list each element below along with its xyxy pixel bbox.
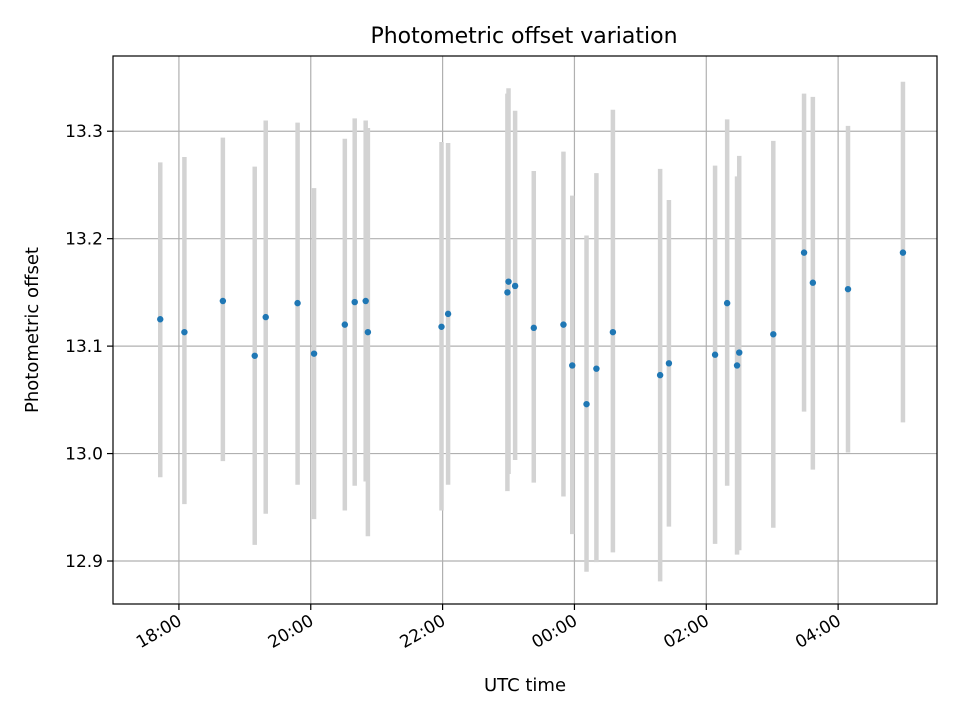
data-point (444, 310, 452, 318)
data-point (251, 352, 258, 359)
data-points (157, 249, 907, 408)
y-axis-ticks: 12.9 13.0 13.1 13.2 13.3 (65, 122, 113, 572)
data-point (736, 349, 743, 356)
y-tick-label: 13.1 (65, 337, 103, 357)
data-point (310, 350, 318, 357)
x-tick-label: 02:00 (660, 611, 712, 653)
data-point (711, 351, 719, 358)
x-tick-label: 20:00 (265, 611, 317, 653)
x-axis-ticks: 18:00 20:00 22:00 00:00 02:00 04:00 (133, 604, 845, 653)
chart-title: Photometric offset variation (370, 24, 677, 49)
y-axis-label: Photometric offset (22, 247, 43, 413)
y-tick-label: 13.2 (65, 230, 103, 250)
data-point (219, 297, 227, 305)
data-point (809, 279, 817, 286)
plot-frame (112, 55, 938, 605)
x-tick-label: 00:00 (529, 611, 581, 653)
y-tick-label: 12.9 (65, 552, 103, 572)
data-point (844, 285, 852, 293)
data-point (569, 362, 576, 369)
data-point (800, 249, 808, 256)
data-point (262, 313, 269, 321)
data-point (665, 360, 673, 367)
data-point (530, 324, 537, 332)
x-tick-label: 22:00 (397, 611, 449, 653)
x-axis-label: UTC time (484, 675, 566, 696)
data-point (364, 328, 372, 336)
data-point (341, 321, 349, 328)
data-point (294, 299, 301, 307)
y-tick-label: 13.0 (65, 445, 103, 465)
data-point (583, 400, 590, 408)
data-point (656, 371, 664, 379)
data-point (733, 362, 741, 369)
data-point (362, 297, 369, 305)
data-point (770, 331, 777, 338)
data-point (504, 289, 511, 296)
data-point (181, 328, 188, 336)
data-point (899, 249, 907, 256)
data-point (560, 321, 567, 328)
error-bars (157, 81, 906, 582)
data-point (723, 299, 731, 307)
data-point (157, 316, 164, 323)
data-point (438, 323, 445, 330)
data-point (609, 328, 617, 336)
data-point (511, 282, 519, 290)
data-point (505, 278, 512, 285)
data-point (593, 365, 600, 372)
x-tick-label: 18:00 (133, 611, 185, 653)
data-point (351, 298, 358, 306)
y-tick-label: 13.3 (65, 122, 103, 142)
x-tick-label: 04:00 (792, 611, 844, 653)
